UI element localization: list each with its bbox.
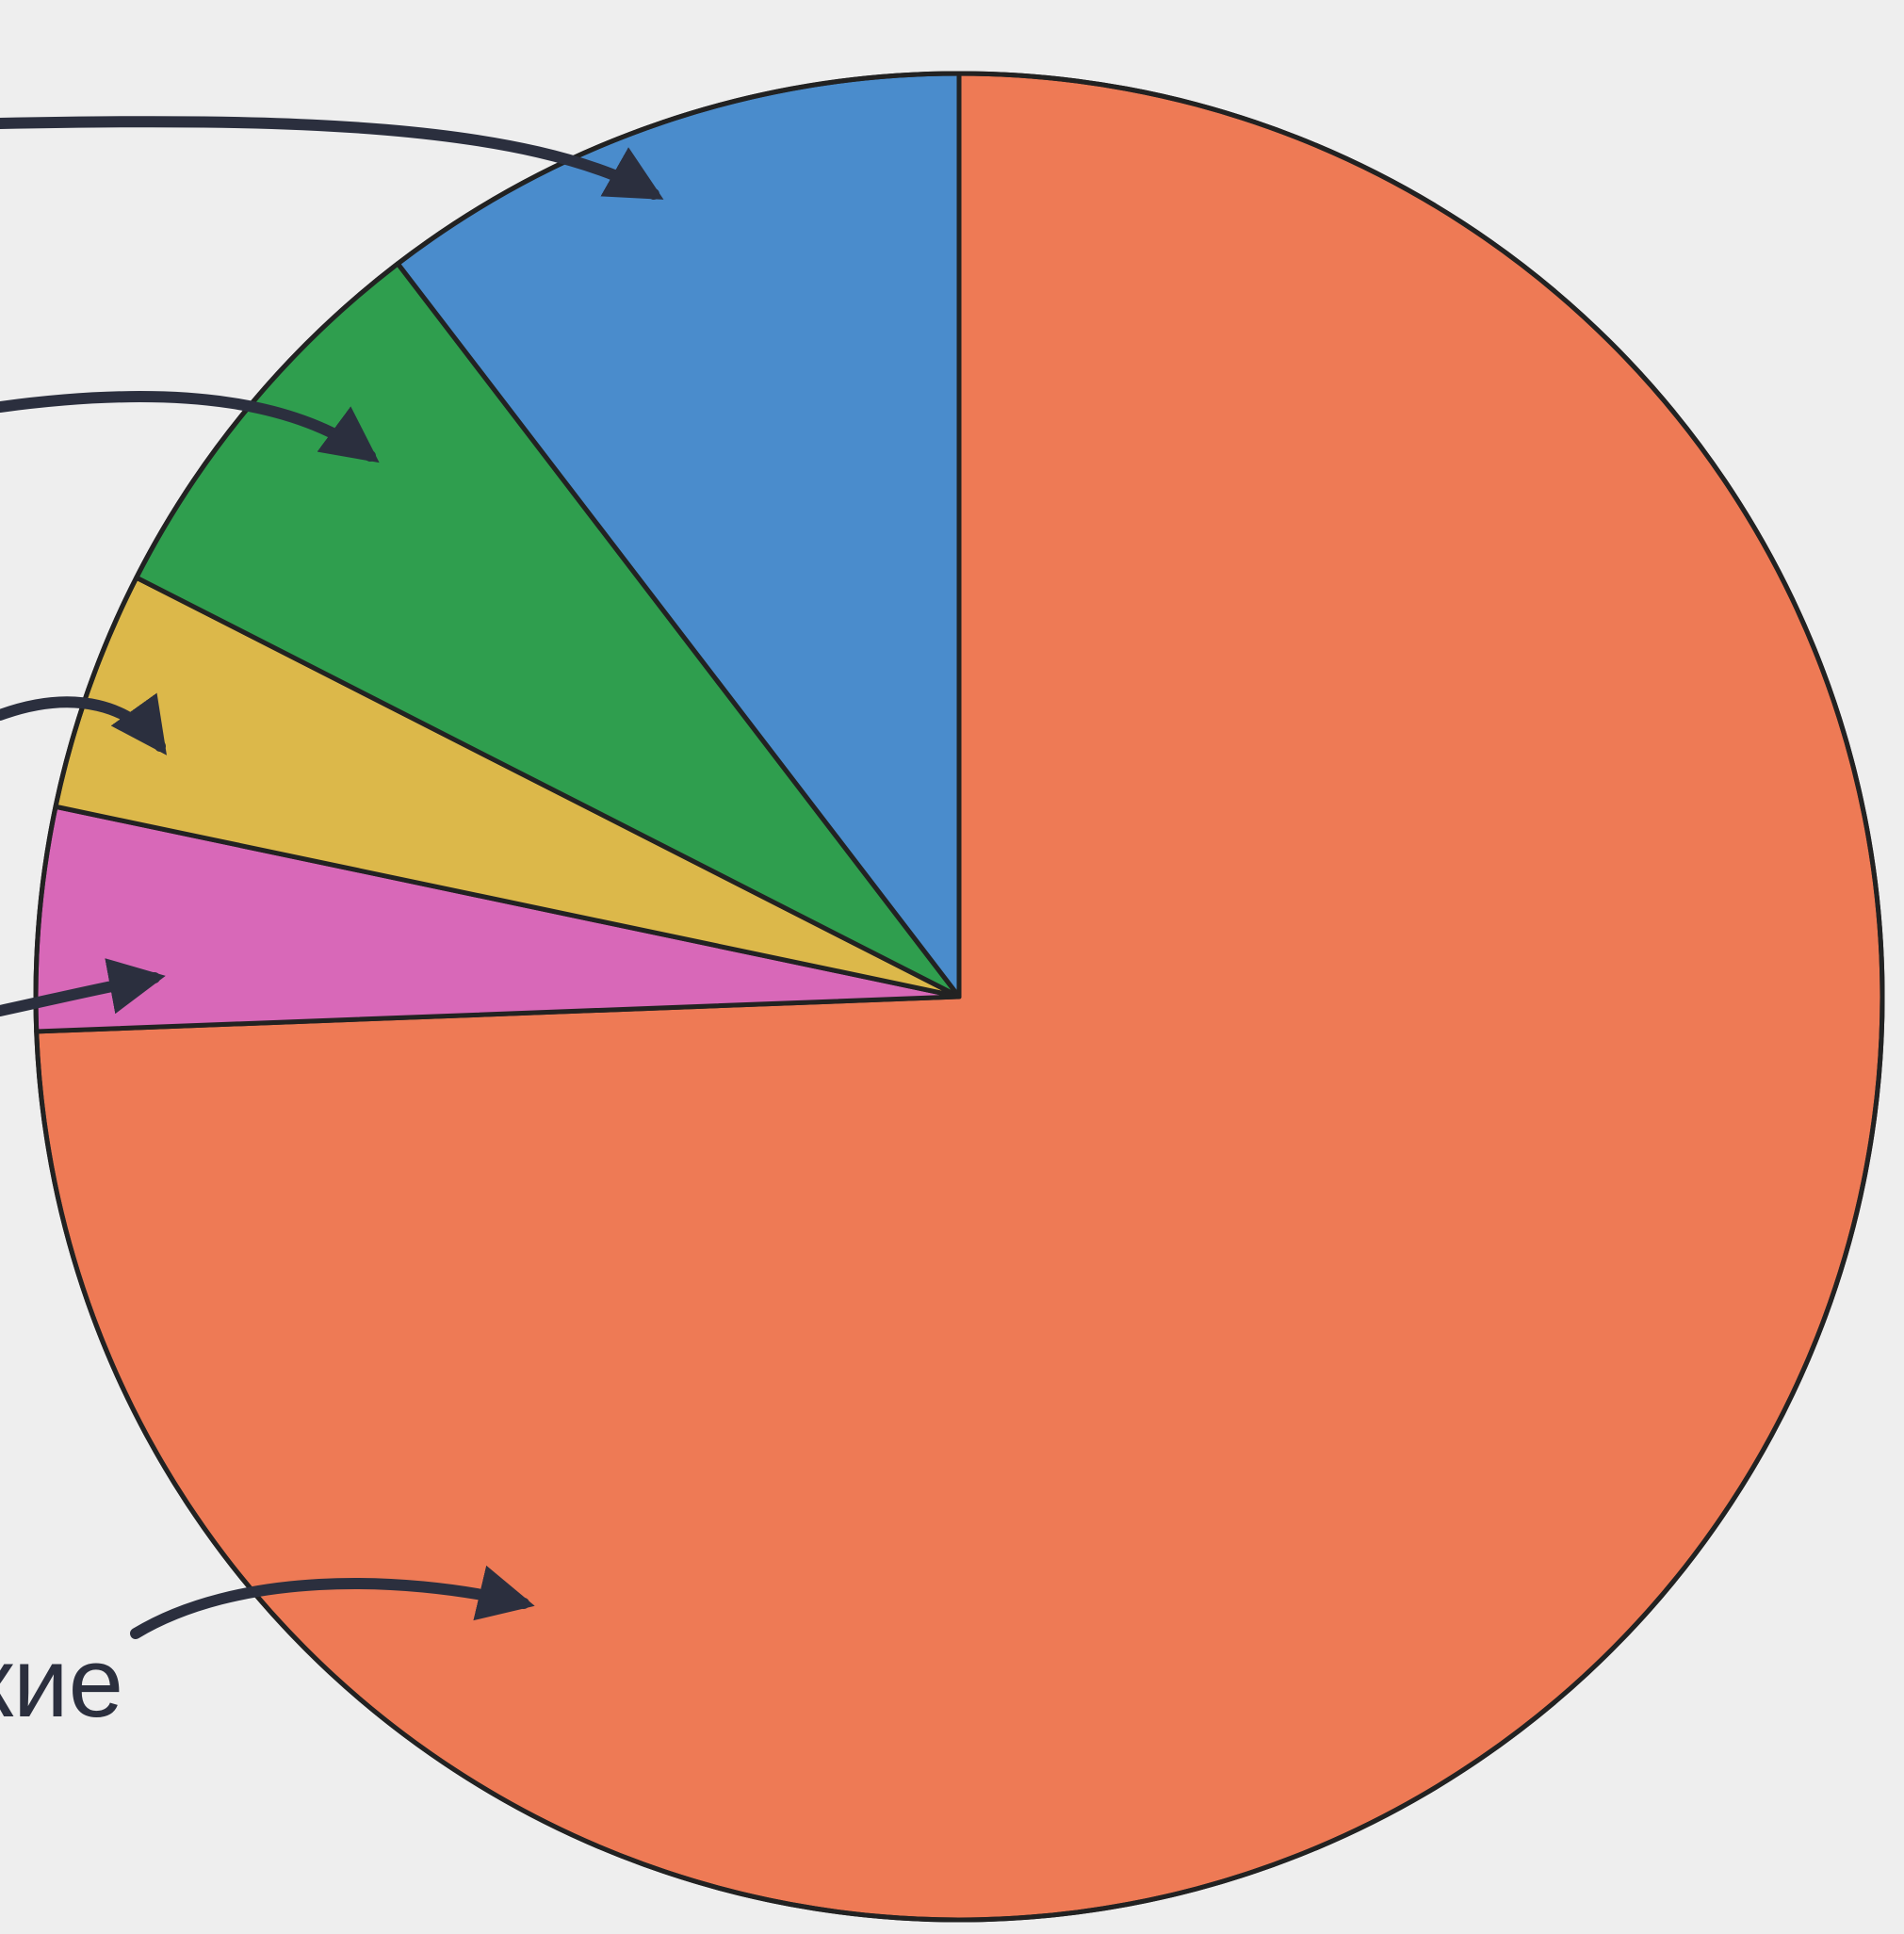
arrow [0,958,166,1016]
arrow [0,391,380,463]
arrow [0,116,664,200]
pie [33,71,1885,1923]
pie-outline [33,71,1885,1923]
arrow [0,692,167,756]
arrows [0,116,664,1639]
slice-label: кие [0,1628,123,1738]
arrow [130,1565,535,1639]
